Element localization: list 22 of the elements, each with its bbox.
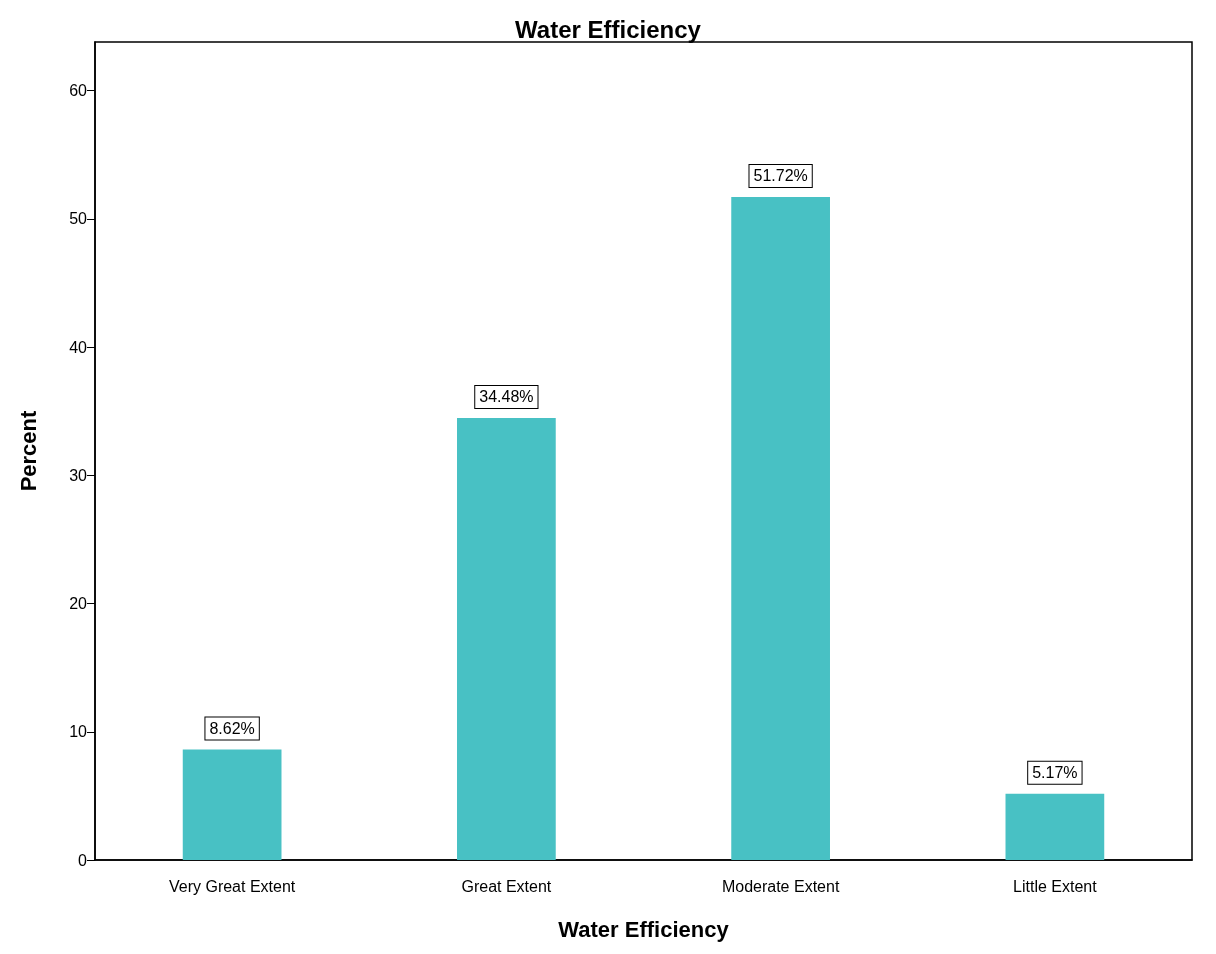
y-tick-label: 30 (69, 466, 88, 484)
y-axis-title: Percent (15, 409, 41, 492)
bar (457, 417, 556, 860)
x-tick-label: Little Extent (1013, 877, 1098, 895)
bar (182, 749, 282, 860)
y-tick-label: 50 (69, 210, 88, 228)
data-label: 34.48% (479, 388, 534, 406)
y-tick-label: 10 (69, 723, 88, 741)
data-label: 8.62% (209, 719, 255, 737)
y-tick-label: 20 (69, 595, 88, 613)
x-tick-label: Moderate Extent (721, 877, 840, 895)
y-tick-label: 60 (69, 82, 88, 100)
y-tick-label: 0 (78, 851, 88, 869)
data-label: 5.17% (1032, 764, 1078, 782)
x-tick-label: Very Great Extent (168, 877, 296, 895)
y-tick-label: 40 (69, 338, 88, 356)
x-tick-label: Great Extent (461, 877, 552, 895)
data-label: 51.72% (753, 167, 808, 185)
x-axis-title: Water Efficiency (558, 916, 730, 942)
bar (731, 196, 830, 860)
chart-title: Water Efficiency (515, 15, 702, 43)
bar (1005, 793, 1105, 860)
